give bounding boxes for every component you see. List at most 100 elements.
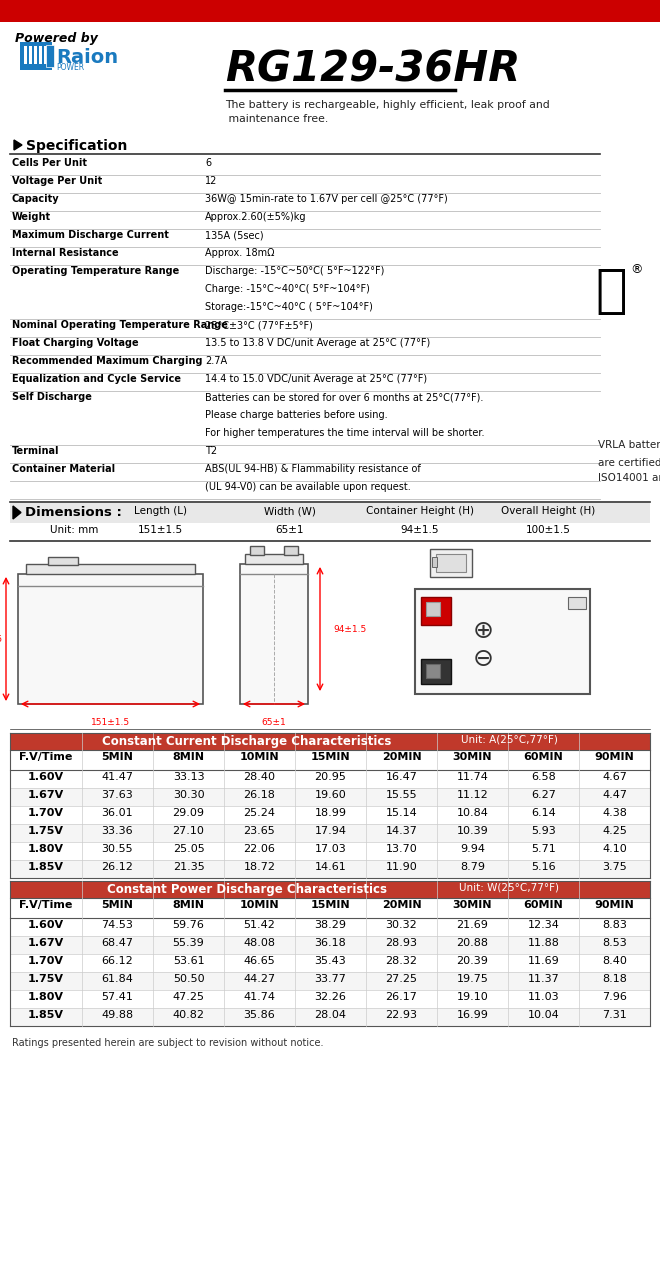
Text: 19.60: 19.60 xyxy=(315,790,346,800)
Text: 1.85V: 1.85V xyxy=(28,861,64,872)
Text: VRLA batteries: VRLA batteries xyxy=(598,440,660,451)
Text: 14.4 to 15.0 VDC/unit Average at 25°C (77°F): 14.4 to 15.0 VDC/unit Average at 25°C (7… xyxy=(205,374,427,384)
Text: Capacity: Capacity xyxy=(12,195,59,204)
Text: 8.79: 8.79 xyxy=(460,861,485,872)
Text: 66.12: 66.12 xyxy=(102,956,133,966)
Text: 26.17: 26.17 xyxy=(385,992,417,1002)
Text: ISO14001 and OHSAS18001.: ISO14001 and OHSAS18001. xyxy=(598,474,660,483)
Text: Length (L): Length (L) xyxy=(133,506,187,516)
Text: 68.47: 68.47 xyxy=(102,938,133,948)
Text: maintenance free.: maintenance free. xyxy=(225,114,328,124)
Text: Constant Power Discharge Characteristics: Constant Power Discharge Characteristics xyxy=(107,883,387,896)
Text: Operating Temperature Range: Operating Temperature Range xyxy=(12,266,180,276)
Bar xyxy=(10,788,650,806)
Text: 30.30: 30.30 xyxy=(173,790,205,800)
Text: Self Discharge: Self Discharge xyxy=(12,392,92,402)
Text: 5.16: 5.16 xyxy=(531,861,556,872)
Text: 27.25: 27.25 xyxy=(385,974,418,984)
Text: 28.40: 28.40 xyxy=(244,772,275,782)
Text: 1.60V: 1.60V xyxy=(28,772,64,782)
Text: 94±1.5: 94±1.5 xyxy=(401,525,440,535)
Text: 11.74: 11.74 xyxy=(457,772,488,782)
Bar xyxy=(426,602,440,616)
Text: 1.75V: 1.75V xyxy=(28,826,64,836)
Text: Overall Height (H): Overall Height (H) xyxy=(501,506,595,516)
Text: 40.82: 40.82 xyxy=(172,1010,205,1020)
Text: 135A (5sec): 135A (5sec) xyxy=(205,230,263,241)
Text: 17.94: 17.94 xyxy=(315,826,346,836)
Text: 25.24: 25.24 xyxy=(244,808,275,818)
Text: 6.58: 6.58 xyxy=(531,772,556,782)
Bar xyxy=(10,936,650,954)
Text: 38.29: 38.29 xyxy=(315,920,346,931)
Text: 1.70V: 1.70V xyxy=(28,808,64,818)
Text: 1.60V: 1.60V xyxy=(28,920,64,931)
Text: Specification: Specification xyxy=(26,140,127,154)
Text: 53.61: 53.61 xyxy=(173,956,205,966)
Text: Ratings presented herein are subject to revision without notice.: Ratings presented herein are subject to … xyxy=(12,1038,323,1048)
Text: Please charge batteries before using.: Please charge batteries before using. xyxy=(205,410,387,420)
Text: 26.18: 26.18 xyxy=(244,790,275,800)
Text: 94±1.5: 94±1.5 xyxy=(333,625,366,634)
Text: 60MIN: 60MIN xyxy=(523,900,564,910)
Bar xyxy=(29,46,32,64)
Text: 21.35: 21.35 xyxy=(173,861,205,872)
Text: 10.04: 10.04 xyxy=(527,1010,560,1020)
Text: 7.31: 7.31 xyxy=(602,1010,627,1020)
Text: 22.93: 22.93 xyxy=(385,1010,418,1020)
Text: 65±1: 65±1 xyxy=(261,718,286,727)
Bar xyxy=(426,664,440,678)
Text: Raion: Raion xyxy=(56,47,118,67)
Bar xyxy=(436,554,466,572)
Text: 8MIN: 8MIN xyxy=(172,751,205,762)
Text: Unit: A(25°C,77°F): Unit: A(25°C,77°F) xyxy=(461,735,558,745)
Text: 23.65: 23.65 xyxy=(244,826,275,836)
Text: 4.67: 4.67 xyxy=(602,772,627,782)
Text: 59.76: 59.76 xyxy=(172,920,205,931)
Text: Weight: Weight xyxy=(12,212,51,221)
Text: 7.96: 7.96 xyxy=(602,992,627,1002)
Text: F.V/Time: F.V/Time xyxy=(19,900,73,910)
Bar xyxy=(568,596,586,609)
Text: 3.75: 3.75 xyxy=(602,861,627,872)
Text: 50.50: 50.50 xyxy=(173,974,205,984)
Text: 8.40: 8.40 xyxy=(602,956,627,966)
Text: 51.42: 51.42 xyxy=(244,920,275,931)
Bar xyxy=(39,46,42,64)
Text: Float Charging Voltage: Float Charging Voltage xyxy=(12,338,139,348)
Text: 11.12: 11.12 xyxy=(457,790,488,800)
Text: 6: 6 xyxy=(205,157,211,168)
Text: 28.93: 28.93 xyxy=(385,938,418,948)
Bar xyxy=(432,557,437,567)
Text: 33.13: 33.13 xyxy=(173,772,205,782)
Text: 6.14: 6.14 xyxy=(531,808,556,818)
Text: are certified by ISO 9001,: are certified by ISO 9001, xyxy=(598,458,660,468)
Text: Recommended Maximum Charging: Recommended Maximum Charging xyxy=(12,356,203,366)
Text: 57.41: 57.41 xyxy=(102,992,133,1002)
Bar xyxy=(430,549,472,577)
Text: 61.84: 61.84 xyxy=(102,974,133,984)
Text: 5MIN: 5MIN xyxy=(102,751,133,762)
Bar xyxy=(10,954,650,972)
Text: 6.27: 6.27 xyxy=(531,790,556,800)
Text: 90MIN: 90MIN xyxy=(595,900,634,910)
Bar xyxy=(240,564,308,704)
Text: 13.5 to 13.8 V DC/unit Average at 25°C (77°F): 13.5 to 13.8 V DC/unit Average at 25°C (… xyxy=(205,338,430,348)
Text: 13.70: 13.70 xyxy=(385,844,417,854)
Text: 10.84: 10.84 xyxy=(457,808,488,818)
Text: 30.32: 30.32 xyxy=(385,920,417,931)
Text: Container Material: Container Material xyxy=(12,463,115,474)
Text: 14.61: 14.61 xyxy=(315,861,346,872)
Text: 12: 12 xyxy=(205,175,217,186)
Text: 60MIN: 60MIN xyxy=(523,751,564,762)
Text: 11.37: 11.37 xyxy=(527,974,560,984)
Text: 37.63: 37.63 xyxy=(102,790,133,800)
Text: Powered by: Powered by xyxy=(15,32,98,45)
Bar xyxy=(34,46,37,64)
Text: 55.39: 55.39 xyxy=(173,938,205,948)
Text: 4.25: 4.25 xyxy=(602,826,627,836)
Text: Charge: -15°C~40°C( 5°F~104°F): Charge: -15°C~40°C( 5°F~104°F) xyxy=(205,284,370,294)
Text: Ⓡ: Ⓡ xyxy=(595,265,626,317)
Text: 29.09: 29.09 xyxy=(172,808,205,818)
Text: 11.69: 11.69 xyxy=(527,956,560,966)
